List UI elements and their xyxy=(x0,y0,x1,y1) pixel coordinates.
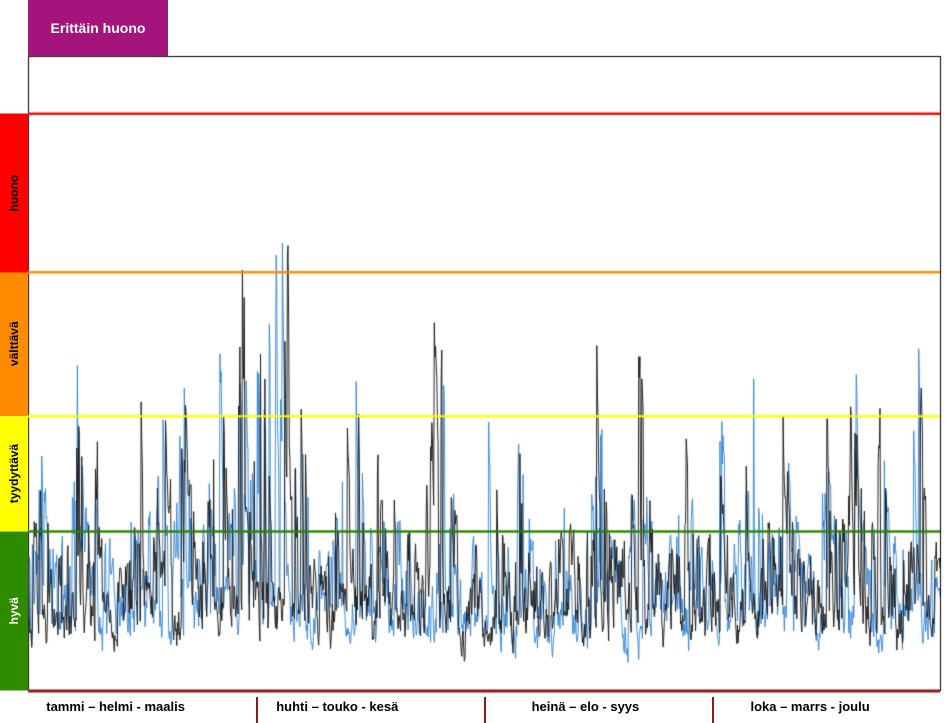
x-group: loka – marrs - joulu xyxy=(712,697,942,723)
y-band-label-huono: huono xyxy=(0,114,28,273)
x-group-label: huhti – touko - kesä xyxy=(276,699,398,714)
timeseries-canvas xyxy=(0,0,945,723)
x-group-label: tammi – helmi - maalis xyxy=(46,699,185,714)
x-group-label: heinä – elo - syys xyxy=(532,699,640,714)
x-axis: tammi – helmi - maalis huhti – touko - ke… xyxy=(28,690,940,723)
category-tab-very-bad: Erittäin huono xyxy=(28,0,168,56)
y-band-label-hyvä: hyvä xyxy=(0,532,28,691)
y-band-label-tyydyttävä: tyydyttävä xyxy=(0,416,28,531)
x-group: huhti – touko - kesä xyxy=(256,697,486,723)
x-group: heinä – elo - syys xyxy=(484,697,714,723)
chart-container: Erittäin huono tammi – helmi - maalis huh… xyxy=(0,0,945,723)
y-band-label-välttävä: välttävä xyxy=(0,272,28,416)
x-group-label: loka – marrs - joulu xyxy=(750,699,869,714)
x-group: tammi – helmi - maalis xyxy=(28,697,256,723)
